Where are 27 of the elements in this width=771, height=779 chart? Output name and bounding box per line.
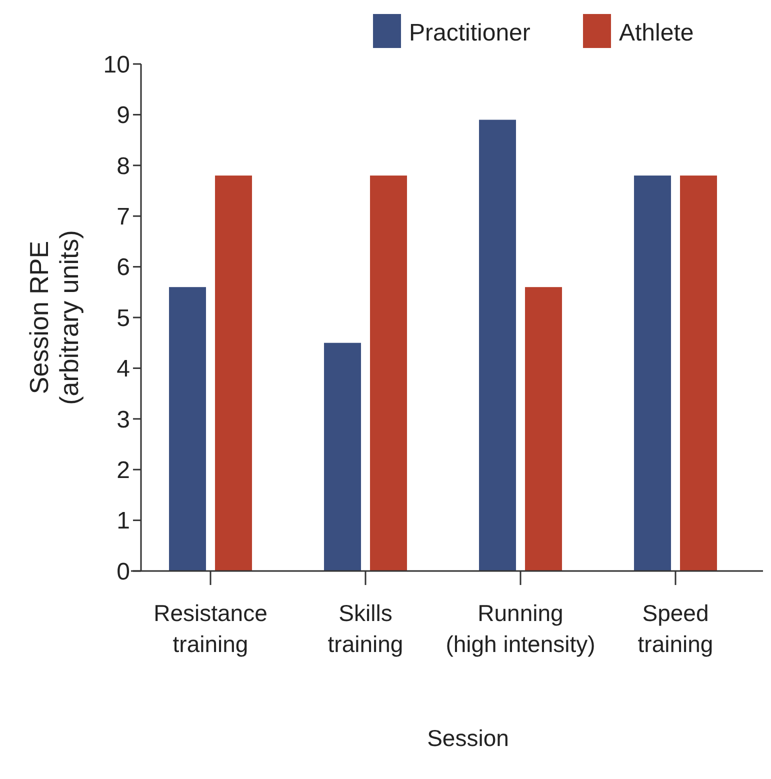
x-tick-label: Running (high intensity) <box>446 600 596 657</box>
x-tick-label: Skills training <box>328 600 404 657</box>
y-tick-label: 0 <box>116 558 130 586</box>
y-tick-label: 8 <box>116 152 130 180</box>
bar <box>634 176 671 571</box>
x-tick-label: Speed training <box>638 600 714 657</box>
bar <box>169 287 206 571</box>
y-tick-label: 7 <box>116 204 130 230</box>
bar <box>479 120 516 571</box>
bar <box>370 176 407 571</box>
x-axis-title: Session <box>427 725 509 751</box>
y-tick-label: 1 <box>116 508 130 535</box>
y-tick-label: 9 <box>116 102 130 130</box>
legend-label: Practitioner <box>409 19 530 46</box>
legend-label: Athlete <box>619 19 694 46</box>
y-tick-label: 2 <box>116 457 130 484</box>
y-tick-label: 4 <box>116 356 130 383</box>
y-tick-label: 6 <box>116 254 130 282</box>
bar <box>680 176 717 571</box>
x-tick-label: Resistance training <box>154 600 268 657</box>
y-tick-label: 5 <box>116 304 130 332</box>
bar <box>215 176 252 571</box>
y-axis-title: Session RPE (arbitrary units) <box>24 230 84 405</box>
bar <box>324 342 361 571</box>
y-tick-label: 3 <box>116 406 130 434</box>
bar <box>525 287 562 571</box>
y-tick-label: 10 <box>103 51 130 78</box>
